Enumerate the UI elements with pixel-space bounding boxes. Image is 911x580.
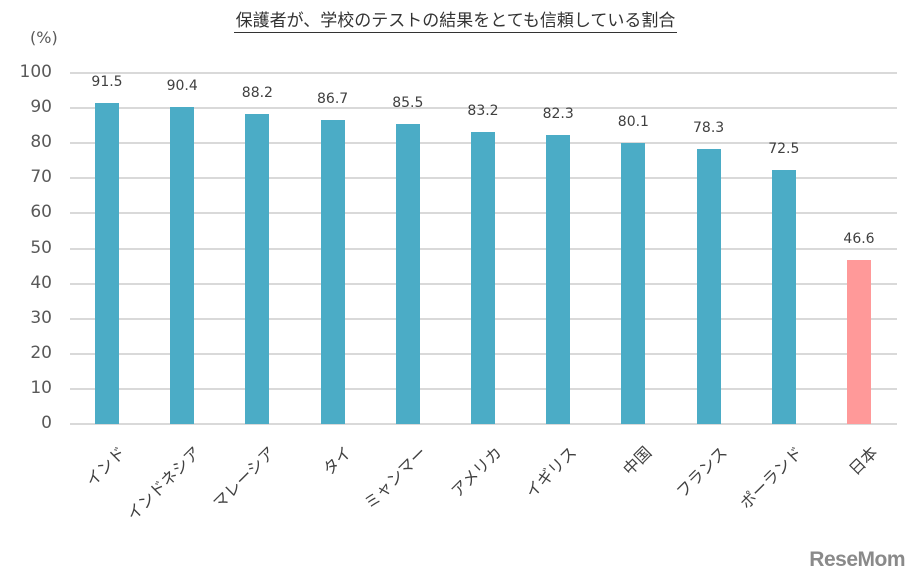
- y-tick-label: 20: [30, 342, 52, 363]
- y-axis-unit-label: (%): [30, 28, 58, 47]
- bar: [245, 114, 270, 424]
- chart-title: 保護者が、学校のテストの結果をとても信頼している割合: [0, 6, 911, 33]
- data-label: 90.4: [166, 77, 198, 94]
- y-tick-label: 10: [30, 377, 52, 398]
- bar: [95, 102, 119, 424]
- x-category-label: ポーランド: [736, 442, 807, 513]
- data-label: 88.2: [241, 85, 273, 102]
- data-label: 72.5: [768, 140, 800, 157]
- y-tick-label: 100: [19, 62, 52, 82]
- chart-title-text: 保護者が、学校のテストの結果をとても信頼している割合: [233, 11, 678, 33]
- x-category-label: インド: [81, 442, 130, 491]
- bar: [471, 131, 495, 424]
- bar: [847, 260, 871, 424]
- data-label: 82.3: [542, 106, 574, 123]
- data-label: 78.3: [693, 120, 725, 137]
- bar: [170, 106, 195, 424]
- y-tick-label: 90: [30, 97, 52, 118]
- data-label: 86.7: [317, 90, 349, 107]
- gridline: [70, 423, 897, 425]
- y-tick-label: 60: [30, 202, 52, 223]
- resemom-logo: ReseMom: [809, 548, 905, 571]
- bar: [696, 149, 721, 424]
- x-category-label: イギリス: [521, 442, 581, 502]
- y-tick-label: 80: [30, 132, 52, 153]
- bar: [320, 119, 345, 424]
- y-tick-label: 70: [30, 167, 52, 188]
- bar: [621, 142, 646, 424]
- data-label: 83.2: [467, 102, 499, 119]
- y-tick-label: 0: [41, 413, 52, 433]
- y-tick-label: 30: [30, 307, 52, 328]
- gridline: [70, 72, 897, 74]
- bar: [395, 123, 420, 424]
- x-category-label: タイ: [318, 442, 355, 479]
- x-category-label: ミャンマー: [360, 442, 431, 513]
- x-category-label: フランス: [672, 442, 731, 502]
- data-label: 85.5: [392, 94, 424, 111]
- x-category-label: アメリカ: [447, 442, 506, 501]
- bar: [771, 169, 796, 424]
- data-label: 80.1: [617, 113, 649, 130]
- x-category-label: 中国: [619, 442, 656, 479]
- gridline: [70, 107, 897, 110]
- x-category-label: インドネシア: [123, 442, 205, 525]
- data-label: 46.6: [843, 231, 875, 248]
- x-category-label: マレーシア: [209, 442, 280, 513]
- x-category-label: 日本: [845, 442, 882, 479]
- data-label: 91.5: [91, 73, 123, 90]
- y-tick-label: 50: [30, 237, 52, 258]
- y-tick-label: 40: [30, 272, 52, 293]
- bar: [546, 135, 571, 424]
